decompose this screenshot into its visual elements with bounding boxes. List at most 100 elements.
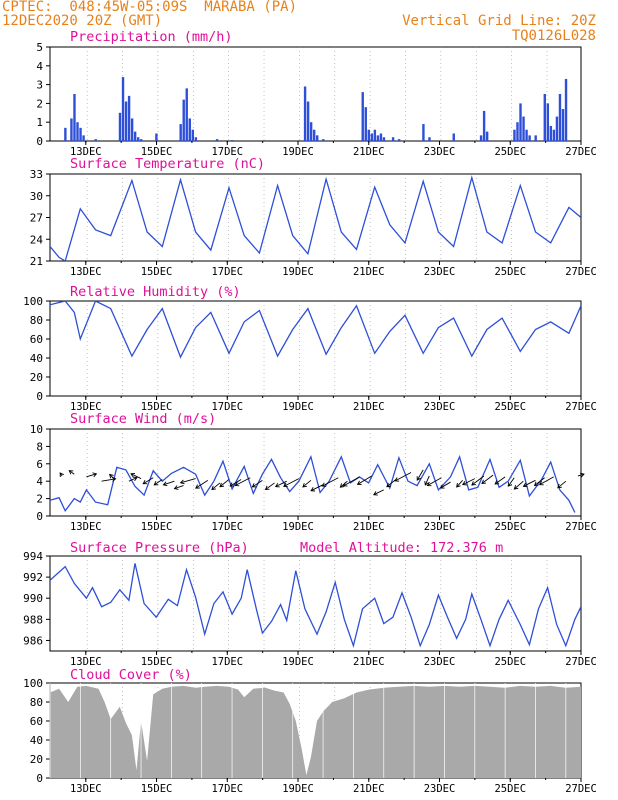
temperature-line <box>50 175 581 261</box>
wind-arrowhead <box>557 483 562 489</box>
wind-arrow <box>163 480 175 486</box>
y-tick-label: 2 <box>36 97 43 110</box>
y-tick-label: 27 <box>30 212 43 225</box>
panel-humidity <box>46 300 582 400</box>
x-tick-label: 25DEC <box>494 401 526 413</box>
wind-arrowhead <box>234 481 240 487</box>
wind-arrowhead <box>394 477 400 482</box>
y-tick-label: 986 <box>23 634 43 647</box>
wind-arrow <box>252 479 263 488</box>
precip-bar <box>231 140 234 141</box>
x-tick-label: 25DEC <box>494 146 526 158</box>
wind-arrowhead <box>59 472 64 477</box>
wind-arrow <box>302 479 312 488</box>
x-tick-label: 25DEC <box>494 656 526 668</box>
y-tick-label: 992 <box>23 571 43 584</box>
wind-arrow <box>481 474 494 484</box>
wind-arrow <box>235 477 251 486</box>
x-tick-label: 21DEC <box>353 656 385 668</box>
wind-arrowhead <box>494 480 500 485</box>
x-tick-label: 15DEC <box>141 783 173 795</box>
precip-bar <box>82 135 85 141</box>
panel-temperature <box>46 173 582 265</box>
wind-arrowhead <box>132 476 138 482</box>
precip-bar <box>133 131 137 141</box>
precip-bar <box>364 107 367 141</box>
x-tick-label: 19DEC <box>282 146 314 158</box>
wind-arrow <box>219 479 230 488</box>
wind-arrow <box>101 478 116 482</box>
wind-arrow <box>357 475 372 485</box>
x-tick-label: 13DEC <box>70 521 102 533</box>
precip-bar <box>552 129 556 141</box>
wind-arrow <box>69 470 75 475</box>
y-tick-label: 30 <box>30 190 43 203</box>
wind-arrow <box>109 474 115 479</box>
x-tick-label: 15DEC <box>141 401 173 413</box>
wind-arrow <box>471 475 485 486</box>
precip-bar <box>546 103 550 141</box>
precip-bar <box>312 129 316 141</box>
x-tick-label: 25DEC <box>494 521 526 533</box>
y-tick-label: 4 <box>36 475 43 488</box>
precip-bar <box>303 86 307 141</box>
y-tick-label: 80 <box>30 314 43 327</box>
y-tick-label: 100 <box>23 295 43 308</box>
precip-bar <box>373 129 377 141</box>
wind-arrowhead <box>130 472 136 478</box>
wind-arrowhead <box>386 482 391 488</box>
precip-bar <box>322 139 325 141</box>
wind-arrowhead <box>471 481 476 486</box>
wind-arrowhead <box>439 484 445 489</box>
x-tick-label: 23DEC <box>424 521 456 533</box>
precip-bar <box>185 88 188 141</box>
precip-bar <box>316 135 319 141</box>
wind-arrow <box>343 476 360 487</box>
wind-arrow <box>386 479 397 488</box>
wind-arrowhead <box>356 480 362 485</box>
y-tick-label: 6 <box>36 458 43 471</box>
wind-arrowhead <box>321 482 327 487</box>
x-tick-label: 25DEC <box>494 783 526 795</box>
x-tick-label: 23DEC <box>424 266 456 278</box>
precip-bar <box>513 129 516 141</box>
x-tick-label: 27DEC <box>565 266 597 278</box>
wind-arrow <box>283 478 300 487</box>
wind-arrowhead <box>579 472 585 478</box>
x-tick-label: 15DEC <box>141 266 173 278</box>
wind-arrow <box>456 480 463 488</box>
panel-cloud_cover <box>46 682 582 782</box>
panel-title: Relative Humidity (%) <box>70 284 241 300</box>
precip-bar <box>549 125 553 141</box>
precip-bar <box>179 124 182 141</box>
x-tick-label: 21DEC <box>353 401 385 413</box>
y-tick-label: 3 <box>36 79 43 92</box>
y-tick-label: 990 <box>23 592 43 605</box>
panel-precipitation <box>46 46 582 145</box>
wind-arrow <box>130 473 142 479</box>
panel-title: Surface Temperature (nC) <box>70 156 265 172</box>
wind-arrowhead <box>173 485 179 490</box>
wind-arrow <box>427 477 442 486</box>
y-tick-label: 2 <box>36 493 43 506</box>
x-tick-label: 27DEC <box>565 146 597 158</box>
precip-bar <box>306 101 310 141</box>
wind-arrowhead <box>251 483 257 488</box>
wind-arrow <box>229 479 242 487</box>
header-grid-line: Vertical Grid Line: 20Z <box>402 13 596 29</box>
y-tick-label: 40 <box>30 734 43 747</box>
x-tick-label: 19DEC <box>282 783 314 795</box>
y-tick-label: 60 <box>30 715 43 728</box>
precip-bar <box>555 116 559 141</box>
panel-title: Surface Wind (m/s) <box>70 411 216 427</box>
precip-bar <box>136 137 140 141</box>
y-tick-label: 24 <box>30 233 44 246</box>
precip-bar <box>528 135 531 141</box>
wind-arrow <box>211 482 221 490</box>
x-tick-label: 17DEC <box>211 401 243 413</box>
wind-arrow <box>394 472 412 482</box>
wind-arrowhead <box>416 476 421 481</box>
pressure-line <box>50 563 581 648</box>
header-datetime: 12DEC2020 20Z (GMT) <box>2 13 163 29</box>
